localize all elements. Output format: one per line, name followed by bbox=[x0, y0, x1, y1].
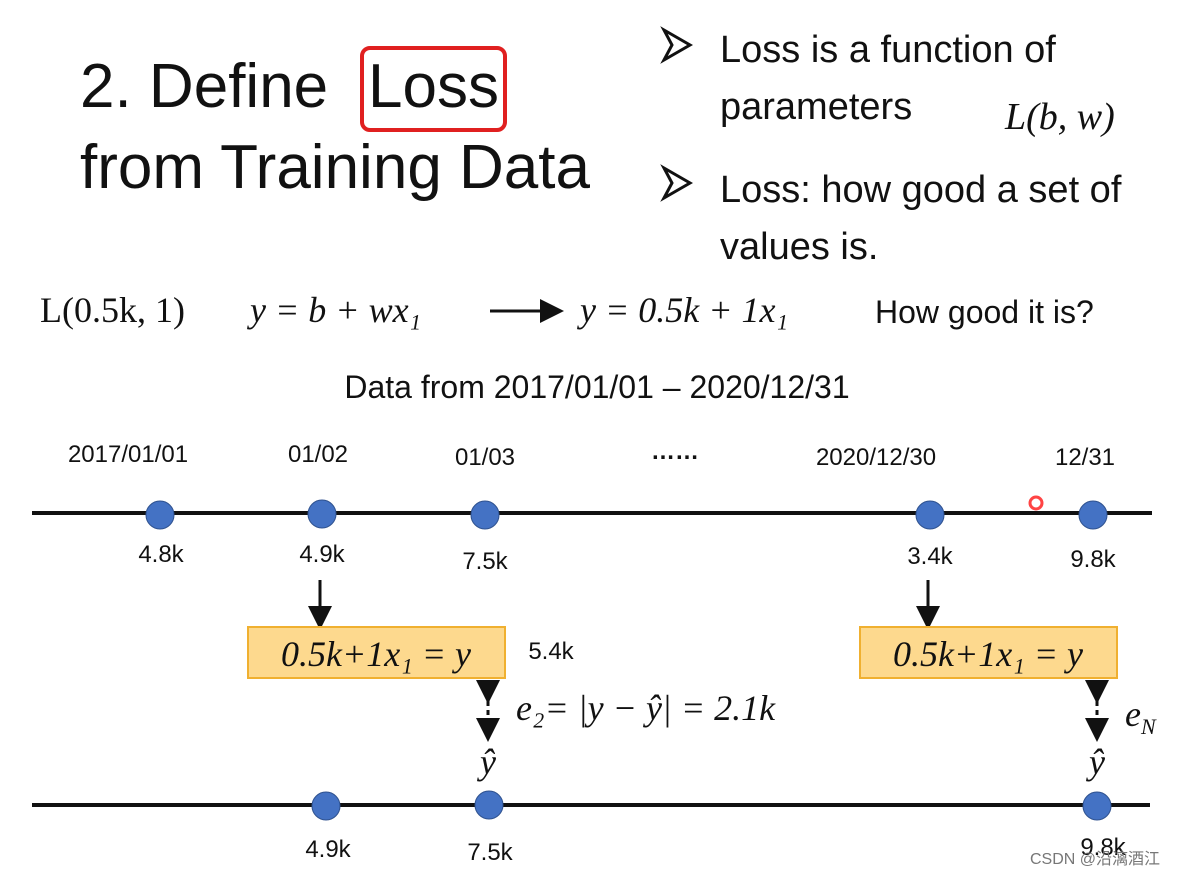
error-base: e bbox=[1125, 694, 1141, 734]
title: 2. Define bbox=[80, 52, 329, 121]
y-hat: ŷ bbox=[1089, 742, 1105, 782]
value-label: 3.4k bbox=[907, 543, 953, 570]
prediction-box bbox=[859, 626, 1118, 679]
formula: L(0.5k, 1) bbox=[40, 290, 185, 330]
question: How good it is? bbox=[875, 294, 1094, 330]
bullet-arrow bbox=[660, 164, 694, 202]
title-highlight: Loss bbox=[368, 52, 499, 121]
value-label: 4.9k bbox=[305, 836, 351, 863]
value-label: 4.9k bbox=[299, 541, 345, 568]
cursor bbox=[1028, 495, 1044, 511]
bullet-arrow bbox=[660, 26, 694, 64]
date: 01/03 bbox=[454, 444, 516, 471]
value-label: 9.8k bbox=[1080, 834, 1126, 861]
prediction-box bbox=[247, 626, 506, 679]
prediction: 0.5k+1x₁ = y bbox=[892, 634, 1084, 674]
caption: Data from 2017/01/01 – 2020/12/31 bbox=[344, 369, 850, 405]
date: 01/02 bbox=[287, 441, 349, 468]
error: eN bbox=[1125, 696, 1156, 738]
date: 2020/12/30 bbox=[815, 444, 937, 471]
value-label: 7.5k bbox=[467, 839, 513, 866]
bullet: Loss: how good a set of values is. bbox=[720, 169, 1122, 268]
formula: y = 0.5k + 1x₁ bbox=[580, 290, 789, 330]
value-label: 4.8k bbox=[138, 541, 184, 568]
bullet: Loss is a function of parameters bbox=[720, 29, 1056, 128]
value-label: 9.8k bbox=[1070, 546, 1116, 573]
value-label: 7.5k bbox=[462, 548, 508, 575]
formula: L(b, w) bbox=[1005, 96, 1115, 138]
prediction: 0.5k+1x₁ = y bbox=[280, 634, 472, 674]
highlight-box bbox=[360, 46, 507, 132]
watermark: CSDN @沿漓酒江 bbox=[1030, 851, 1161, 868]
y-hat: ŷ bbox=[480, 742, 496, 782]
date: 12/31 bbox=[1054, 444, 1116, 471]
title: from Training Data bbox=[80, 133, 590, 202]
dots bbox=[145, 499, 1112, 821]
error: e₂= |y − ŷ| = 2.1k bbox=[516, 688, 776, 728]
formula: y = b + wx₁ bbox=[250, 290, 422, 330]
date: 2017/01/01 bbox=[67, 441, 189, 468]
prediction-value: 5.4k bbox=[528, 638, 574, 665]
ellipsis: …… bbox=[651, 438, 699, 465]
error-sub: N bbox=[1140, 714, 1156, 740]
